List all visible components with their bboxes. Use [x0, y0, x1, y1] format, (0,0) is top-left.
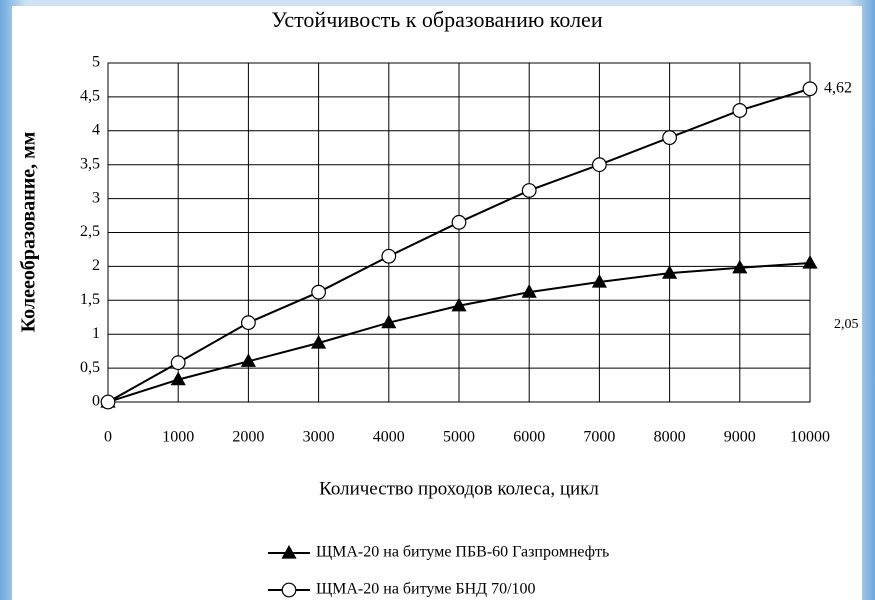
x-axis-label: Количество проходов колеса, цикл — [319, 478, 599, 499]
data-point — [802, 81, 818, 97]
y-tick-label: 3 — [92, 189, 100, 206]
x-tick-label: 7000 — [583, 429, 615, 446]
y-tick-label: 5 — [92, 54, 100, 71]
data-point — [170, 355, 186, 371]
data-point — [732, 103, 748, 118]
data-label: 2,05 — [834, 317, 859, 332]
data-point — [381, 314, 397, 329]
y-tick-label: 4,5 — [80, 88, 100, 105]
data-point — [802, 255, 818, 269]
x-tick-label: 10000 — [790, 429, 830, 446]
chart-panel — [12, 6, 862, 600]
data-point — [662, 265, 678, 279]
y-tick-label: 3,5 — [80, 155, 100, 172]
data-point — [591, 273, 607, 288]
data-point — [311, 335, 327, 349]
data-point — [170, 371, 186, 386]
x-tick-label: 4000 — [373, 429, 405, 446]
x-tick-label: 3000 — [303, 429, 335, 446]
chart-title: Устойчивость к образованию колеи — [271, 7, 602, 32]
legend-marker — [281, 582, 297, 598]
data-point — [311, 284, 327, 300]
x-tick-label: 2000 — [232, 429, 264, 446]
y-tick-label: 4 — [92, 121, 100, 138]
y-axis-label: Колееобразование, мм — [18, 132, 40, 333]
data-point — [521, 183, 537, 198]
y-tick-label: 2 — [92, 257, 100, 274]
y-tick-label: 1,5 — [80, 291, 100, 308]
x-tick-label: 9000 — [724, 429, 756, 446]
data-point — [100, 394, 116, 410]
x-tick-label: 0 — [104, 429, 112, 446]
x-tick-label: 8000 — [654, 429, 686, 446]
legend-label: ЩМА-20 на битуме ПБВ-60 Газпромнефть — [316, 544, 609, 561]
data-point — [732, 259, 748, 274]
data-point — [662, 130, 677, 145]
data-point — [592, 157, 607, 173]
data-point — [451, 214, 467, 230]
x-tick-label: 1000 — [162, 429, 194, 446]
x-tick-label: 6000 — [513, 429, 545, 446]
data-point — [521, 284, 537, 298]
y-tick-label: 0,5 — [80, 359, 100, 376]
y-tick-label: 0 — [92, 393, 100, 410]
legend-marker — [281, 545, 297, 559]
x-tick-label: 5000 — [443, 429, 475, 446]
data-point — [451, 297, 467, 312]
y-tick-label: 1 — [92, 325, 100, 342]
data-point — [240, 353, 256, 367]
data-point — [381, 248, 397, 264]
y-tick-label: 2,5 — [80, 223, 100, 240]
data-point — [240, 315, 256, 331]
plot-border — [107, 62, 811, 403]
data-label: 4,62 — [824, 79, 852, 96]
legend-label: ЩМА-20 на битуме БНД 70/100 — [316, 581, 536, 598]
